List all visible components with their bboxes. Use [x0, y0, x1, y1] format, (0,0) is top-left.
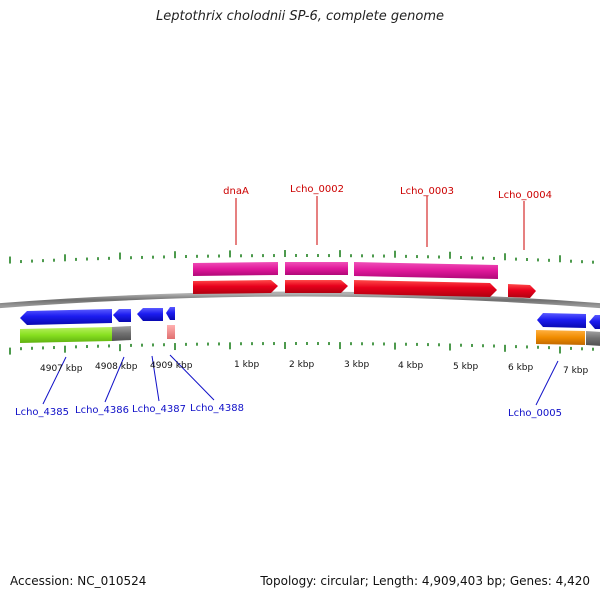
gene-lcho-4385-tail	[112, 326, 131, 341]
pseudogene-lcho-4388	[167, 325, 175, 339]
gene-lcho-4385	[20, 327, 112, 343]
gene-label-dnaA: dnaA	[223, 186, 249, 197]
gene-label-lcho-4386: Lcho_4386	[75, 405, 129, 416]
cds-next-gene	[589, 315, 600, 329]
tick-row-top	[9, 250, 594, 264]
gene-lcho-0003	[354, 262, 498, 279]
cds-dnaA	[193, 280, 278, 294]
gene-next-tail	[586, 331, 600, 346]
tick-row-bottom	[9, 342, 594, 355]
cds-lcho-0002	[285, 280, 348, 293]
kbp-label: 5 kbp	[453, 362, 479, 372]
gene-label-lcho-0002: Lcho_0002	[290, 184, 344, 195]
gene-label-lcho-4387: Lcho_4387	[132, 404, 186, 415]
cds-lcho-0005	[537, 313, 586, 328]
kbp-label: 7 kbp	[563, 366, 589, 376]
gene-label-lcho-0005: Lcho_0005	[508, 408, 562, 419]
kbp-label: 3 kbp	[344, 360, 370, 370]
gene-label-lcho-4385: Lcho_4385	[15, 407, 69, 418]
gene-label-lcho-0004: Lcho_0004	[498, 190, 552, 201]
accession-text: Accession: NC_010524	[10, 574, 147, 588]
cds-lcho-0003	[354, 280, 497, 297]
kbp-label: 1 kbp	[234, 360, 260, 370]
genome-backbone	[0, 291, 600, 309]
gene-label-lcho-0003: Lcho_0003	[400, 186, 454, 197]
gene-lcho-0002	[285, 262, 348, 275]
kbp-label: 4 kbp	[398, 361, 424, 371]
kbp-label: 4908 kbp	[95, 362, 138, 372]
cds-lcho-4387	[137, 308, 163, 321]
gene-dnaA	[193, 262, 278, 276]
kbp-label: 6 kbp	[508, 363, 534, 373]
cds-lcho-0004	[508, 284, 536, 298]
genome-summary-text: Topology: circular; Length: 4,909,403 bp…	[260, 574, 590, 588]
gene-label-lcho-4388: Lcho_4388	[190, 403, 244, 414]
kbp-label: 2 kbp	[289, 360, 315, 370]
map-title: Leptothrix cholodnii SP-6, complete geno…	[156, 9, 444, 24]
kbp-label: 4909 kbp	[150, 361, 193, 371]
callout-lines-top	[235, 196, 525, 250]
cds-lcho-4385	[20, 309, 112, 325]
cds-lcho-4388	[166, 307, 175, 320]
gene-lcho-0005	[536, 330, 585, 345]
kbp-label: 4907 kbp	[40, 364, 83, 374]
cds-lcho-4386	[113, 309, 131, 322]
callout-lines-bottom	[42, 354, 559, 406]
